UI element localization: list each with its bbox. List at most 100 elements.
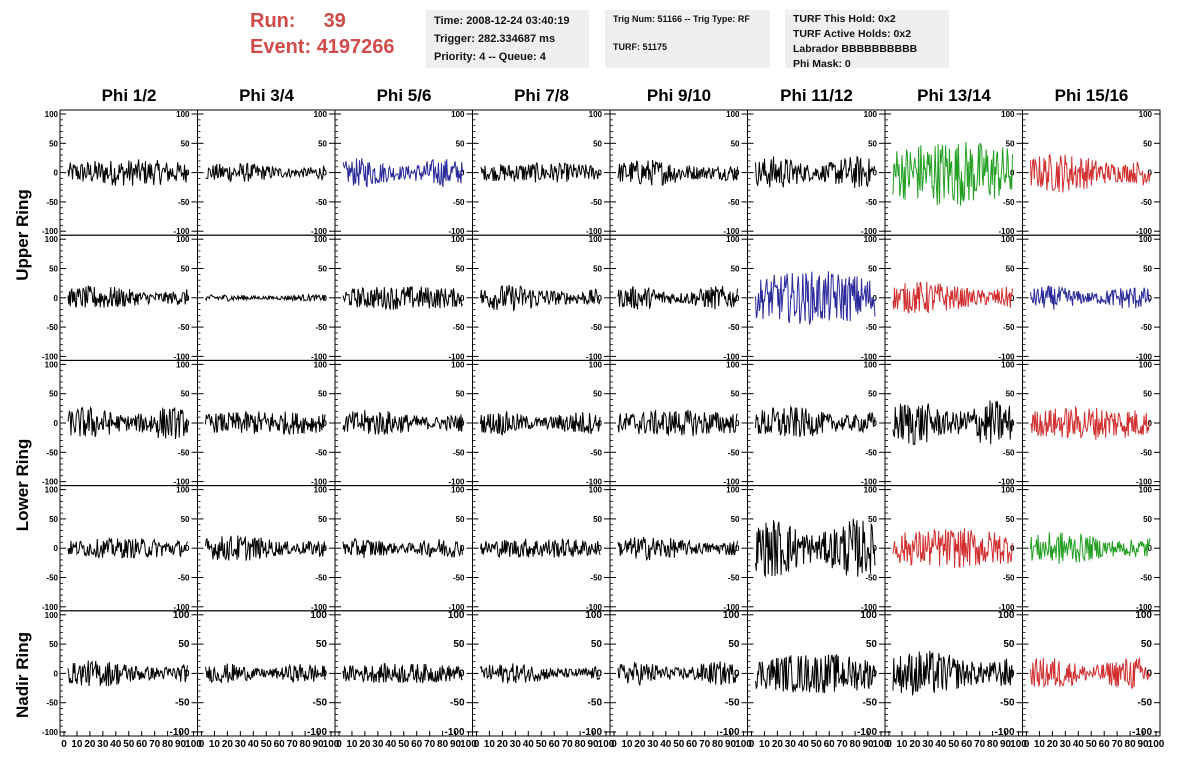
x-tick-label: 40 — [935, 739, 947, 750]
y-tick-label: -50 — [178, 323, 190, 332]
x-tick-label: 0 — [199, 739, 205, 750]
x-tick-label: 30 — [1060, 739, 1072, 750]
y-tick-label: 0 — [459, 668, 465, 679]
y-tick-label: 100 — [45, 110, 59, 119]
y-tick-label: -100 — [448, 352, 465, 361]
turf-active-holds: TURF Active Holds: 0x2 — [793, 28, 912, 40]
y-tick-label: 0 — [1146, 668, 1152, 679]
x-tick-label: 90 — [587, 739, 599, 750]
y-tick-label: 0 — [1148, 419, 1153, 428]
y-tick-label: 50 — [316, 639, 328, 650]
waveform-trace — [205, 411, 326, 436]
y-tick-label: -100 — [586, 352, 603, 361]
y-tick-label: -50 — [590, 574, 602, 583]
y-tick-label: -50 — [178, 574, 190, 583]
waveform-trace — [892, 141, 1013, 206]
y-tick-label: 50 — [728, 639, 740, 650]
y-tick-label: -50 — [1140, 448, 1152, 457]
y-tick-label: 50 — [456, 515, 465, 524]
waveform-trace — [342, 286, 463, 310]
y-tick-label: -50 — [1140, 574, 1152, 583]
x-tick-label: 80 — [437, 739, 449, 750]
x-tick-label: 20 — [772, 739, 784, 750]
x-tick-label: 0 — [336, 739, 342, 750]
y-tick-label: 100 — [176, 235, 190, 244]
run-event-box: Run: 39 Event: 4197266 — [250, 8, 420, 68]
y-tick-label: -100 — [42, 603, 59, 612]
x-tick-label: 100 — [1010, 739, 1027, 750]
y-tick-label: 100 — [589, 110, 603, 119]
run-label: Run: — [250, 10, 296, 32]
y-tick-label: 50 — [593, 390, 602, 399]
y-tick-label: 100 — [310, 610, 327, 621]
y-tick-label: 100 — [726, 235, 740, 244]
y-tick-label: 100 — [451, 360, 465, 369]
x-tick-label: 10 — [209, 739, 221, 750]
y-tick-label: -100 — [311, 603, 328, 612]
y-tick-label: 0 — [1148, 169, 1153, 178]
x-tick-label: 50 — [123, 739, 135, 750]
x-tick-label: 20 — [634, 739, 646, 750]
x-tick-label: 100 — [323, 739, 340, 750]
trig-num-text: Trig Num: 51166 -- Trig Type: RF — [613, 14, 750, 24]
y-tick-label: 50 — [1141, 639, 1153, 650]
y-tick-label: 100 — [1001, 110, 1015, 119]
y-tick-label: -100 — [723, 227, 740, 236]
turf-this-hold: TURF This Hold: 0x2 — [793, 13, 896, 25]
waveform-trace — [205, 162, 326, 183]
y-tick-label: 50 — [591, 639, 603, 650]
y-tick-label: 0 — [323, 294, 328, 303]
run-row: Run: 39 — [250, 8, 420, 34]
x-tick-label: 70 — [837, 739, 849, 750]
y-tick-label: 100 — [864, 486, 878, 495]
waveform-trace — [1030, 656, 1151, 690]
waveform-trace — [480, 162, 601, 183]
y-tick-label: -100 — [998, 478, 1015, 487]
y-tick-label: -100 — [311, 227, 328, 236]
y-tick-label: 0 — [184, 668, 190, 679]
waveform-trace — [205, 535, 326, 561]
x-tick-label: 40 — [248, 739, 260, 750]
x-tick-label: 20 — [1047, 739, 1059, 750]
y-tick-label: 100 — [176, 110, 190, 119]
x-tick-label: 80 — [575, 739, 587, 750]
y-tick-label: -100 — [998, 352, 1015, 361]
y-tick-label: 50 — [49, 139, 58, 148]
y-tick-label: 0 — [598, 544, 603, 553]
turf-text: TURF: 51175 — [613, 42, 668, 52]
y-tick-label: -50 — [315, 198, 327, 207]
y-tick-label: -100 — [994, 727, 1014, 738]
y-tick-label: -50 — [1003, 448, 1015, 457]
y-tick-label: -50 — [1003, 323, 1015, 332]
x-tick-label: 0 — [1024, 739, 1030, 750]
x-tick-label: 80 — [987, 739, 999, 750]
x-tick-label: 100 — [460, 739, 477, 750]
x-tick-label: 100 — [735, 739, 752, 750]
x-tick-label: 100 — [598, 739, 615, 750]
time-text: Time: 2008-12-24 03:40:19 — [434, 15, 570, 27]
y-tick-label: -50 — [1003, 198, 1015, 207]
y-tick-label: 100 — [448, 610, 465, 621]
y-tick-label: 50 — [453, 639, 465, 650]
x-tick-label: 80 — [1125, 739, 1137, 750]
y-tick-label: 0 — [873, 419, 878, 428]
y-tick-label: 50 — [49, 640, 58, 649]
y-tick-label: -50 — [175, 698, 190, 709]
y-tick-label: 50 — [49, 390, 58, 399]
y-tick-label: -50 — [1003, 574, 1015, 583]
y-tick-label: 100 — [314, 360, 328, 369]
column-header-phi-13-14: Phi 13/14 — [917, 86, 991, 105]
y-tick-label: -50 — [46, 448, 58, 457]
y-tick-label: 0 — [873, 294, 878, 303]
y-tick-label: 0 — [1148, 294, 1153, 303]
y-tick-label: -50 — [46, 323, 58, 332]
y-tick-label: -100 — [586, 227, 603, 236]
y-tick-label: 50 — [181, 515, 190, 524]
x-tick-label: 60 — [136, 739, 148, 750]
column-header-phi-7-8: Phi 7/8 — [514, 86, 569, 105]
waveform-trace — [617, 159, 738, 186]
x-tick-label: 20 — [222, 739, 234, 750]
y-tick-label: 50 — [1006, 139, 1015, 148]
y-tick-label: 50 — [593, 265, 602, 274]
y-tick-label: -50 — [725, 698, 740, 709]
